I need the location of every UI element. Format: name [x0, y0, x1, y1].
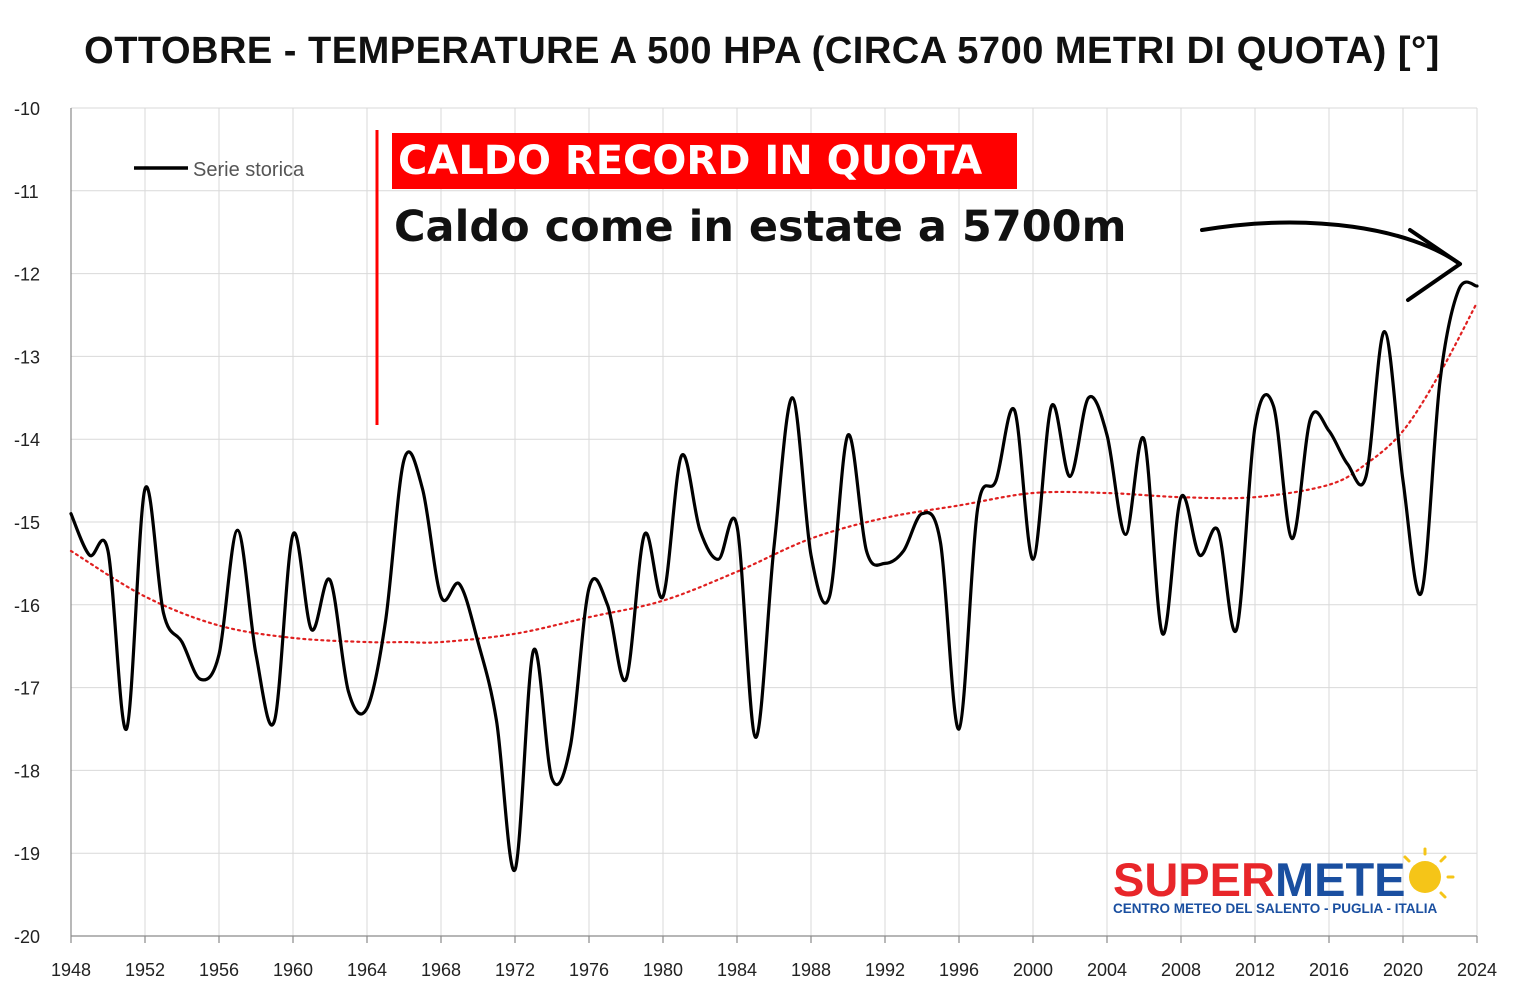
annotation-banner-text: CALDO RECORD IN QUOTA: [398, 138, 982, 184]
legend: Serie storica: [134, 159, 305, 181]
annotation-banner: [392, 133, 1017, 189]
x-tick-label: 1992: [865, 960, 905, 980]
x-tick-label: 1996: [939, 960, 979, 980]
supermeteo-logo: SUPERMETE CENTRO METEO DEL SALENTO - PUG…: [1113, 847, 1455, 916]
x-tick-label: 2020: [1383, 960, 1423, 980]
x-tick-label: 2016: [1309, 960, 1349, 980]
x-tick-label: 2004: [1087, 960, 1127, 980]
logo-part-mete: METE: [1275, 853, 1406, 906]
y-tick-label: -20: [14, 927, 40, 947]
axes: [70, 108, 1478, 943]
sun-icon: [1403, 847, 1455, 899]
y-tick-label: -11: [14, 182, 39, 202]
x-tick-label: 2008: [1161, 960, 1201, 980]
y-tick-label: -19: [14, 844, 40, 864]
x-tick-label: 1988: [791, 960, 831, 980]
logo-part-super: SUPER: [1113, 853, 1275, 906]
x-tick-label: 2024: [1457, 960, 1497, 980]
x-tick-label: 1964: [347, 960, 387, 980]
x-tick-label: 1976: [569, 960, 609, 980]
series-lines: [69, 280, 1479, 872]
y-tick-label: -16: [14, 596, 40, 616]
annotation-subtitle: Caldo come in estate a 5700m: [394, 202, 1126, 252]
chart-title: OTTOBRE - TEMPERATURE A 500 HPA (CIRCA 5…: [84, 30, 1440, 72]
x-tick-label: 1968: [421, 960, 461, 980]
x-tick-label: 2000: [1013, 960, 1053, 980]
x-tick-labels: 1948 1952 1956 1960 1964 1968 1972 1976 1980 1984…: [51, 960, 1497, 980]
x-tick-label: 1948: [51, 960, 91, 980]
y-tick-label: -12: [14, 265, 40, 285]
arrow-head: [1406, 228, 1462, 302]
y-tick-label: -18: [14, 761, 40, 781]
x-tick-label: 1972: [495, 960, 535, 980]
y-tick-label: -15: [14, 513, 40, 533]
x-tick-label: 1984: [717, 960, 757, 980]
legend-label-serie-storica: Serie storica: [193, 159, 305, 181]
y-tick-label: -10: [14, 99, 40, 119]
x-tick-label: 2012: [1235, 960, 1275, 980]
logo-wordmark: SUPERMETE: [1113, 853, 1406, 906]
x-tick-label: 1960: [273, 960, 313, 980]
x-tick-label: 1952: [125, 960, 165, 980]
grid-lines: [71, 107, 1478, 936]
logo-tagline: CENTRO METEO DEL SALENTO - PUGLIA - ITAL…: [1113, 901, 1438, 916]
y-tick-label: -17: [14, 679, 40, 699]
y-tick-label: -13: [14, 347, 40, 367]
annotation-arrow: [1200, 220, 1462, 302]
x-tick-label: 1956: [199, 960, 239, 980]
series-line-serie-storica: [69, 280, 1479, 872]
y-tick-labels: -10 -11 -12 -13 -14 -15 -16 -17 -18 -19 -20: [14, 99, 40, 947]
x-tick-label: 1980: [643, 960, 683, 980]
series-line-trend: [69, 301, 1479, 644]
y-tick-label: -14: [14, 430, 40, 450]
